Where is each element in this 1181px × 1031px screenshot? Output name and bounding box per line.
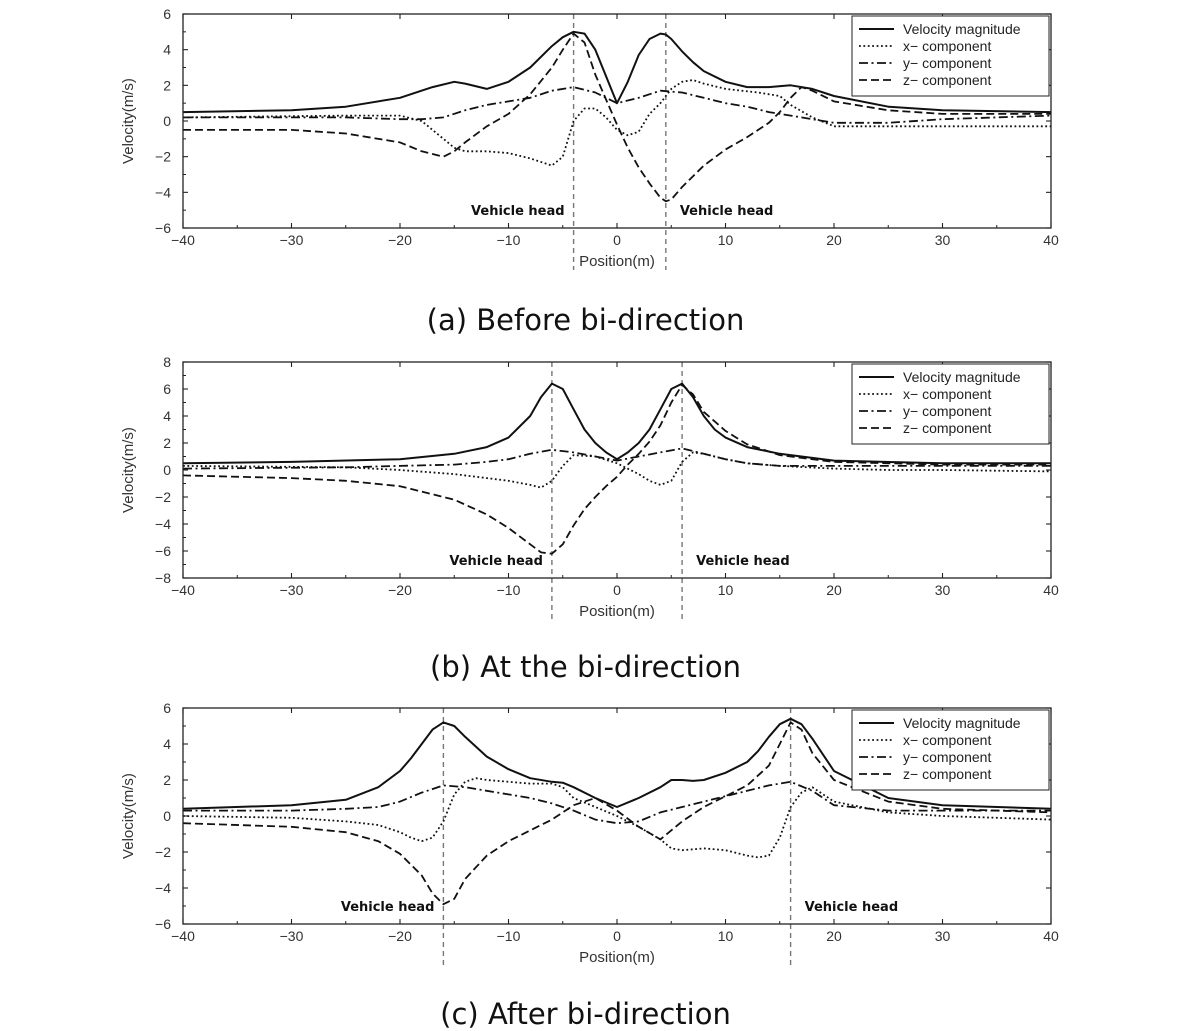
x-tick-label: −40 bbox=[171, 582, 195, 598]
x-axis-label: Position(m) bbox=[579, 949, 655, 966]
x-tick-label: −30 bbox=[280, 928, 304, 944]
y-tick-label: 6 bbox=[163, 700, 171, 716]
y-tick-label: −2 bbox=[155, 149, 171, 165]
x-tick-label: 40 bbox=[1043, 928, 1059, 944]
y-tick-label: −6 bbox=[155, 220, 171, 236]
vehicle-head-annotation: Vehicle head bbox=[680, 204, 774, 219]
y-tick-label: −4 bbox=[155, 184, 171, 200]
chart-1: −40 −30 −20 −10 0 10 20 30 40−8−6−4−202468Positi… bbox=[120, 354, 1059, 684]
y-tick-label: 6 bbox=[163, 6, 171, 22]
series-line-dashdot bbox=[183, 780, 1051, 825]
y-tick-label: 0 bbox=[163, 808, 171, 824]
y-tick-label: 2 bbox=[163, 435, 171, 451]
x-tick-label: 10 bbox=[718, 928, 734, 944]
legend-entry: Velocity magnitude bbox=[903, 369, 1021, 385]
series-line-dotted bbox=[183, 451, 1051, 489]
x-tick-label: 30 bbox=[935, 928, 951, 944]
figure-caption: (a) Before bi-direction bbox=[427, 303, 745, 337]
chart-0: −40 −30 −20 −10 0 10 20 30 40−6−4−20246Position(… bbox=[120, 6, 1059, 337]
figure-caption: (c) After bi-direction bbox=[440, 997, 731, 1031]
y-tick-label: 4 bbox=[163, 42, 171, 58]
vehicle-head-annotation: Vehicle head bbox=[805, 900, 899, 915]
legend-entry: y− component bbox=[903, 749, 991, 765]
x-tick-label: −20 bbox=[388, 232, 412, 248]
y-tick-label: 4 bbox=[163, 736, 171, 752]
vehicle-head-annotation: Vehicle head bbox=[341, 900, 435, 915]
x-tick-label: −20 bbox=[388, 928, 412, 944]
y-tick-label: 0 bbox=[163, 113, 171, 129]
x-tick-label: 30 bbox=[935, 582, 951, 598]
legend-entry: x− component bbox=[903, 732, 991, 748]
x-tick-label: 0 bbox=[613, 928, 621, 944]
series-line-solid bbox=[183, 717, 1051, 810]
y-tick-label: 4 bbox=[163, 408, 171, 424]
vehicle-head-annotation: Vehicle head bbox=[449, 554, 543, 569]
y-tick-label: 0 bbox=[163, 462, 171, 478]
y-tick-label: 6 bbox=[163, 381, 171, 397]
series-line-dashdot bbox=[183, 86, 1051, 124]
x-tick-label: 20 bbox=[826, 582, 842, 598]
legend-entry: Velocity magnitude bbox=[903, 715, 1021, 731]
x-tick-label: −20 bbox=[388, 582, 412, 598]
x-tick-label: −10 bbox=[497, 928, 521, 944]
series-line-dashed bbox=[183, 721, 1051, 906]
x-tick-label: 40 bbox=[1043, 582, 1059, 598]
series-line-dashed bbox=[183, 384, 1051, 555]
x-tick-label: −40 bbox=[171, 232, 195, 248]
vehicle-head-annotation: Vehicle head bbox=[696, 554, 790, 569]
legend-entry: z− component bbox=[903, 766, 991, 782]
legend-entry: y− component bbox=[903, 55, 991, 71]
y-tick-label: −6 bbox=[155, 916, 171, 932]
y-tick-label: 8 bbox=[163, 354, 171, 370]
y-tick-label: 2 bbox=[163, 772, 171, 788]
x-axis-label: Position(m) bbox=[579, 253, 655, 270]
y-axis-label: Velocity(m/s) bbox=[120, 427, 137, 513]
x-tick-label: 30 bbox=[935, 232, 951, 248]
series-line-dotted bbox=[183, 777, 1051, 859]
x-tick-label: −40 bbox=[171, 928, 195, 944]
legend-entry: y− component bbox=[903, 403, 991, 419]
y-tick-label: −4 bbox=[155, 516, 171, 532]
legend-entry: x− component bbox=[903, 386, 991, 402]
x-tick-label: −10 bbox=[497, 232, 521, 248]
x-tick-label: 40 bbox=[1043, 232, 1059, 248]
legend-entry: z− component bbox=[903, 420, 991, 436]
vehicle-head-annotation: Vehicle head bbox=[471, 204, 565, 219]
figure-caption: (b) At the bi-direction bbox=[430, 650, 741, 684]
x-tick-label: −10 bbox=[497, 582, 521, 598]
y-tick-label: −6 bbox=[155, 543, 171, 559]
chart-2: −40 −30 −20 −10 0 10 20 30 40−6−4−20246Position(… bbox=[120, 700, 1059, 1031]
x-axis-label: Position(m) bbox=[579, 603, 655, 620]
legend-entry: Velocity magnitude bbox=[903, 21, 1021, 37]
y-axis-label: Velocity(m/s) bbox=[120, 78, 137, 164]
legend-entry: z− component bbox=[903, 72, 991, 88]
x-tick-label: 0 bbox=[613, 582, 621, 598]
y-tick-label: −8 bbox=[155, 570, 171, 586]
x-tick-label: 20 bbox=[826, 232, 842, 248]
y-tick-label: −2 bbox=[155, 489, 171, 505]
x-tick-label: −30 bbox=[280, 232, 304, 248]
x-tick-label: 10 bbox=[718, 582, 734, 598]
legend-entry: x− component bbox=[903, 38, 991, 54]
series-line-solid bbox=[183, 30, 1051, 114]
x-tick-label: 0 bbox=[613, 232, 621, 248]
y-tick-label: −4 bbox=[155, 880, 171, 896]
y-axis-label: Velocity(m/s) bbox=[120, 773, 137, 859]
x-tick-label: 10 bbox=[718, 232, 734, 248]
x-tick-label: 20 bbox=[826, 928, 842, 944]
x-tick-label: −30 bbox=[280, 582, 304, 598]
y-tick-label: −2 bbox=[155, 844, 171, 860]
series-line-solid bbox=[183, 382, 1051, 465]
series-line-dashed bbox=[183, 32, 1051, 203]
y-tick-label: 2 bbox=[163, 77, 171, 93]
